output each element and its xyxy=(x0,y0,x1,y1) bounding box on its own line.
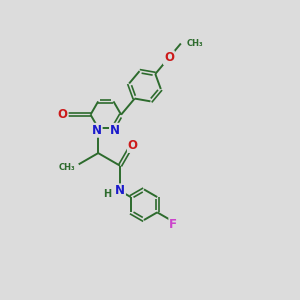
Text: O: O xyxy=(128,139,138,152)
Text: O: O xyxy=(164,51,174,64)
Text: O: O xyxy=(58,108,68,121)
Text: N: N xyxy=(92,124,102,137)
Text: N: N xyxy=(110,124,120,137)
Text: H: H xyxy=(103,189,112,200)
Text: CH₃: CH₃ xyxy=(186,39,203,48)
Text: N: N xyxy=(115,184,125,197)
Text: CH₃: CH₃ xyxy=(58,163,75,172)
Text: F: F xyxy=(169,218,177,231)
